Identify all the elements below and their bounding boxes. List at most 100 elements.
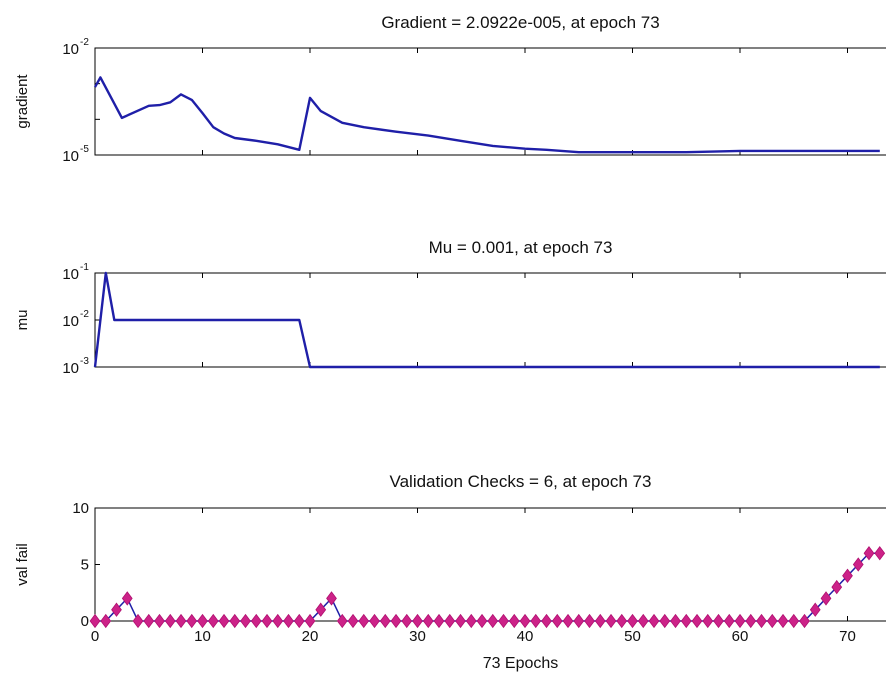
data-point	[616, 613, 628, 629]
data-point	[766, 613, 778, 629]
y-tick-label: 0	[81, 613, 89, 630]
data-point	[508, 613, 520, 629]
data-point	[197, 613, 208, 629]
chart-title: Validation Checks = 6, at epoch 73	[390, 472, 652, 491]
data-point	[89, 613, 101, 629]
y-axis-label: mu	[14, 310, 31, 331]
data-point	[799, 613, 810, 629]
data-point	[154, 613, 165, 629]
data-point	[648, 613, 660, 629]
data-point	[519, 613, 531, 629]
data-point	[261, 613, 273, 629]
data-point	[680, 613, 692, 629]
data-point	[272, 613, 284, 629]
data-point	[132, 613, 144, 629]
data-point	[121, 591, 133, 606]
chart-title: Mu = 0.001, at epoch 73	[429, 238, 613, 257]
data-point	[186, 613, 198, 629]
axes-frame	[94, 47, 886, 156]
data-point	[627, 613, 638, 629]
y-tick-label: 10	[72, 500, 89, 517]
y-tick-label-exponent: -2	[80, 309, 89, 320]
data-point	[164, 613, 176, 629]
data-point	[756, 613, 767, 629]
data-point	[465, 613, 477, 629]
y-tick-label: 10	[62, 148, 79, 165]
data-point	[605, 613, 617, 629]
chart-panel-3: Validation Checks = 6, at epoch 73 0 5 10 va…	[14, 472, 886, 672]
data-point	[874, 546, 886, 561]
data-point	[455, 613, 466, 629]
data-point	[573, 613, 585, 629]
data-point	[111, 602, 122, 617]
axes-frame	[94, 507, 886, 622]
y-tick-label: 10	[62, 360, 79, 377]
series-line	[95, 552, 880, 622]
data-point	[498, 613, 509, 629]
y-axis-label: val fail	[14, 543, 31, 586]
data-point	[358, 613, 370, 629]
data-point	[390, 613, 402, 629]
data-point	[293, 613, 305, 629]
data-point	[444, 613, 456, 629]
y-tick-label: 10	[62, 313, 79, 330]
data-point	[809, 602, 821, 617]
y-tick-label-exponent: -1	[80, 262, 89, 273]
data-point	[487, 613, 499, 629]
data-point	[433, 613, 445, 629]
data-point	[670, 613, 681, 629]
data-point	[229, 613, 241, 629]
chart-title: Gradient = 2.0922e-005, at epoch 73	[381, 13, 659, 32]
data-point	[315, 602, 327, 617]
data-point	[734, 613, 746, 629]
data-point	[422, 613, 434, 629]
series-line	[93, 271, 880, 369]
data-point	[713, 613, 724, 629]
data-point	[820, 591, 832, 606]
data-point	[551, 613, 563, 629]
y-tick-label: 10	[62, 266, 79, 283]
series-line	[93, 76, 880, 154]
data-point	[637, 613, 649, 629]
data-point	[777, 613, 789, 629]
x-tick-label: 40	[517, 628, 534, 645]
data-point	[562, 613, 574, 629]
x-tick-label: 60	[732, 628, 749, 645]
data-point	[304, 613, 316, 629]
x-tick-label: 70	[839, 628, 856, 645]
y-tick-label-exponent: -5	[80, 144, 89, 155]
y-axis-label: gradient	[14, 74, 31, 129]
x-tick-label: 30	[409, 628, 426, 645]
data-point	[702, 613, 714, 629]
data-point	[326, 591, 337, 606]
data-point	[842, 568, 853, 583]
data-point	[852, 557, 864, 572]
data-point	[143, 613, 155, 629]
data-point	[250, 613, 262, 629]
data-point	[100, 613, 112, 629]
data-point	[745, 613, 757, 629]
x-tick-label: 20	[302, 628, 319, 645]
data-point	[584, 613, 595, 629]
data-point	[863, 546, 875, 561]
x-tick-label: 50	[624, 628, 641, 645]
data-point	[283, 613, 294, 629]
data-point	[369, 613, 380, 629]
data-point	[412, 613, 423, 629]
data-point	[401, 613, 413, 629]
y-tick-label-exponent: -3	[80, 356, 89, 367]
y-tick-label-exponent: -2	[80, 37, 89, 48]
data-point	[336, 613, 348, 629]
y-tick-label: 10	[62, 41, 79, 58]
data-point	[831, 579, 843, 595]
data-point	[541, 613, 552, 629]
data-point	[659, 613, 671, 629]
data-point	[476, 613, 488, 629]
x-tick-label: 0	[91, 628, 99, 645]
data-point	[347, 613, 359, 629]
data-point	[379, 613, 391, 629]
x-axis-label: 73 Epochs	[483, 655, 559, 672]
